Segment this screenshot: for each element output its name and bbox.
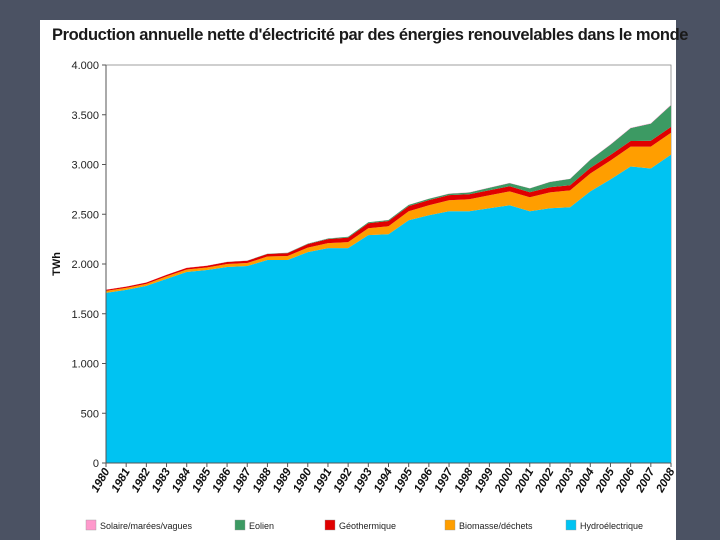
- chart-title: Production annuelle nette d'électricité …: [52, 26, 689, 44]
- x-tick-label: 1988: [251, 466, 274, 495]
- y-tick-label: 3.000: [71, 160, 99, 172]
- x-tick-label: 2002: [533, 466, 557, 496]
- x-tick-label: 2003: [553, 466, 577, 496]
- legend-swatch: [565, 519, 577, 531]
- y-tick-label: 500: [81, 408, 99, 420]
- x-tick-label: 2000: [492, 466, 516, 496]
- y-tick-label: 4.000: [71, 60, 99, 72]
- legend-swatch: [234, 519, 246, 531]
- y-tick-label: 0: [93, 458, 99, 470]
- x-tick-label: 2005: [593, 466, 617, 496]
- x-tick-label: 1985: [190, 466, 213, 495]
- legend-label: Hydroélectrique: [580, 521, 643, 531]
- x-tick-label: 1994: [372, 466, 395, 495]
- chart-panel: Production annuelle nette d'électricité …: [40, 20, 689, 540]
- x-tick-label: 1996: [412, 466, 435, 495]
- x-tick-label: 1982: [130, 466, 153, 495]
- x-tick-label: 2004: [573, 466, 597, 496]
- y-tick-label: 1.500: [71, 309, 99, 321]
- x-tick-label: 1993: [352, 466, 375, 495]
- x-tick-label: 1981: [110, 467, 133, 495]
- y-tick-label: 1.000: [71, 359, 99, 371]
- x-tick-label: 1980: [89, 466, 112, 495]
- x-tick-label: 2001: [513, 467, 537, 496]
- x-tick-label: 2007: [634, 466, 658, 496]
- legend-swatch: [85, 519, 97, 531]
- x-tick-label: 1992: [332, 466, 355, 495]
- legend-label: Eolien: [249, 521, 274, 531]
- legend-label: Biomasse/déchets: [459, 521, 533, 531]
- legend-label: Géothermique: [339, 521, 396, 531]
- area-series-hydroelectrique: [106, 154, 671, 463]
- area-chart: 0 500 1.000 1.500 2.000 2.500 3.000 3.500 4.000 T…: [51, 60, 676, 531]
- x-tick-label: 1986: [210, 466, 233, 495]
- x-tick-label: 1997: [432, 466, 455, 495]
- x-tick-label: 1991: [311, 467, 334, 495]
- x-tick-label: 1998: [453, 466, 476, 495]
- x-tick-label: 1987: [231, 466, 254, 495]
- x-tick-label: 1984: [170, 466, 193, 495]
- x-tick-label: 2008: [654, 466, 676, 496]
- legend-label: Solaire/marées/vagues: [100, 521, 193, 531]
- x-tick-label: 1989: [271, 466, 294, 495]
- y-axis-label: TWh: [51, 252, 63, 276]
- x-tick-label: 1999: [473, 466, 496, 495]
- y-tick-label: 2.000: [71, 259, 99, 271]
- x-tick-label: 2006: [614, 466, 638, 496]
- x-tick-label: 1995: [392, 466, 415, 495]
- x-tick-label: 1983: [150, 466, 173, 495]
- y-tick-label: 2.500: [71, 209, 99, 221]
- legend-swatch: [444, 519, 456, 531]
- x-tick-label: 1990: [291, 466, 314, 495]
- legend-swatch: [324, 519, 336, 531]
- y-tick-label: 3.500: [71, 110, 99, 122]
